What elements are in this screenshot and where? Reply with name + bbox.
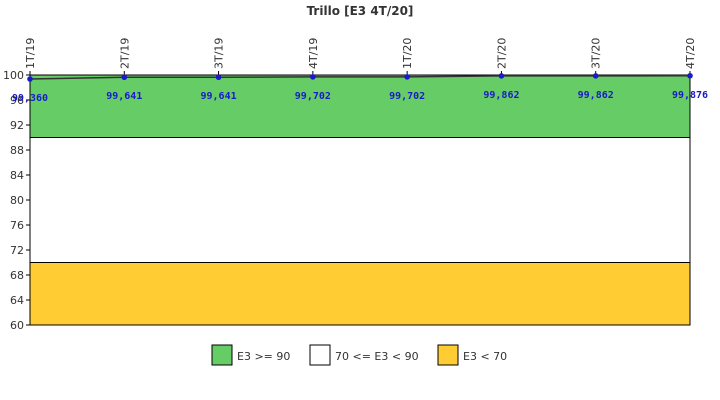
- data-label: 99,360: [12, 93, 48, 104]
- legend-swatch-1: [309, 344, 331, 366]
- data-label: 99,641: [201, 91, 237, 102]
- data-point: [215, 74, 222, 81]
- data-point: [687, 72, 693, 79]
- data-label: 99,862: [578, 90, 614, 101]
- data-point: [498, 73, 505, 79]
- threshold-bands: [29, 74, 691, 326]
- y-tick-label: 88: [10, 144, 24, 157]
- y-tick-label: 60: [10, 319, 24, 332]
- x-tick-label: 1T/20: [401, 38, 414, 69]
- data-point: [592, 73, 599, 79]
- legend-label-0: E3 >= 90: [237, 350, 290, 363]
- y-axis: 60 64 68 72 76 80 84 88 92 96 100: [3, 69, 31, 332]
- band-1: [29, 137, 691, 263]
- data-point: [121, 74, 128, 81]
- legend-swatch-2: [437, 344, 459, 366]
- data-label: 99,702: [389, 91, 425, 102]
- y-tick-label: 100: [3, 69, 24, 82]
- data-point: [404, 74, 410, 80]
- data-label: 99,702: [295, 91, 331, 102]
- legend-swatch-0: [211, 344, 233, 366]
- legend-label-2: E3 < 70: [463, 350, 507, 363]
- y-tick-label: 64: [10, 294, 24, 307]
- y-tick-label: 72: [10, 244, 24, 257]
- series-line: 99,360 99,641 99,641 99,702 99,702 99,862 99,8…: [12, 72, 708, 104]
- data-point: [27, 76, 33, 82]
- x-tick-label: 2T/20: [495, 38, 508, 69]
- x-tick-label: 1T/19: [24, 38, 37, 69]
- x-axis: 1T/19 2T/19 3T/19 4T/19 1T/20 2T/20 3T/20 4T/20: [24, 38, 697, 75]
- data-label: 99,876: [672, 90, 708, 101]
- y-tick-label: 68: [10, 269, 24, 282]
- series-line: [29, 75, 691, 80]
- x-tick-label: 4T/20: [684, 38, 697, 69]
- band-0: [29, 74, 691, 138]
- y-tick-label: 76: [10, 219, 24, 232]
- legend: E3 >= 90 70 <= E3 < 90 E3 < 70: [211, 344, 507, 366]
- y-tick-label: 84: [10, 169, 24, 182]
- x-tick-label: 4T/19: [307, 38, 320, 69]
- y-tick-label: 80: [10, 194, 24, 207]
- x-tick-label: 3T/20: [590, 38, 603, 69]
- data-label: 99,862: [483, 90, 519, 101]
- x-tick-label: 2T/19: [118, 38, 131, 69]
- band-2: [29, 262, 691, 326]
- x-tick-label: 3T/19: [213, 38, 226, 69]
- data-label: 99,641: [106, 91, 142, 102]
- legend-label-1: 70 <= E3 < 90: [335, 350, 419, 363]
- y-tick-label: 92: [10, 119, 24, 132]
- data-point: [310, 74, 316, 80]
- chart-title: Trillo [E3 4T/20]: [307, 4, 414, 18]
- y-tick-label: 96: [10, 94, 24, 107]
